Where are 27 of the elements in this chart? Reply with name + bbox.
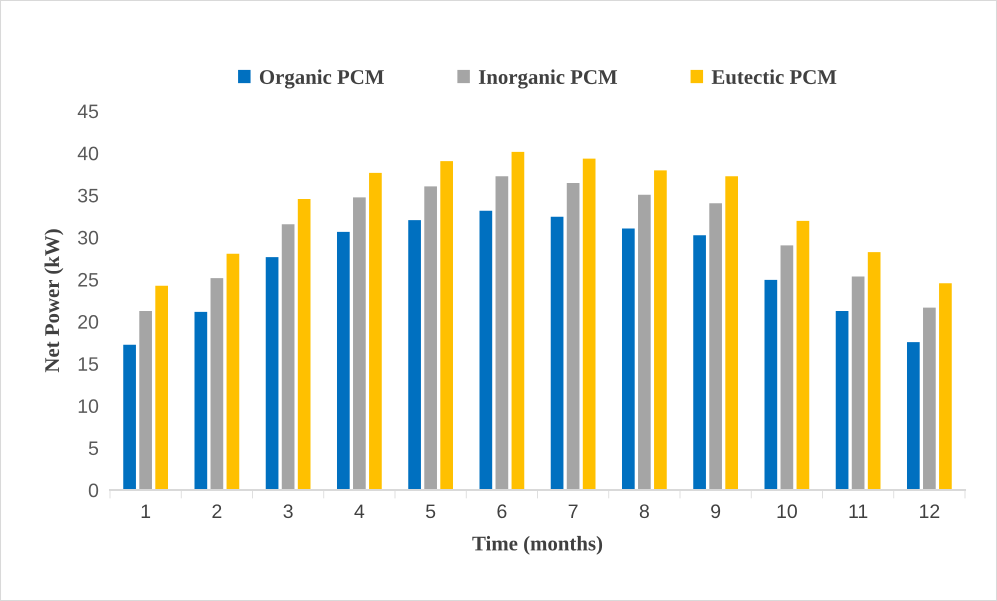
- x-tick-label: 3: [283, 504, 293, 518]
- x-tick-label: 1: [142, 504, 150, 518]
- x-tick-label: 6: [497, 504, 506, 518]
- y-tick-label: 45: [78, 104, 98, 118]
- y-tick-label: 20: [78, 315, 98, 329]
- y-tick-label: 25: [78, 272, 98, 287]
- legend-label: Organic PCM: [260, 69, 384, 88]
- x-tick-label: 12: [920, 504, 940, 518]
- x-axis-title: Time (months): [472, 536, 602, 555]
- x-tick-label: 2: [212, 504, 222, 518]
- legend-label: Inorganic PCM: [478, 69, 618, 88]
- y-tick-label: 30: [78, 230, 98, 245]
- y-tick-label: 10: [78, 399, 98, 414]
- x-tick-label: 4: [354, 504, 364, 518]
- x-tick-label: 5: [426, 504, 436, 518]
- y-tick-label: 15: [78, 357, 98, 371]
- x-tick-label: 9: [711, 504, 720, 518]
- x-tick-label: 10: [778, 504, 797, 518]
- y-tick-label: 40: [78, 146, 98, 160]
- y-tick-label: 35: [78, 188, 98, 202]
- y-tick-label: 0: [88, 483, 98, 498]
- x-tick-label: 8: [640, 504, 649, 518]
- legend-label: Eutectic PCM: [712, 69, 836, 84]
- y-tick-label: 5: [88, 442, 98, 456]
- x-tick-label: 7: [568, 504, 578, 518]
- x-tick-label: 11: [850, 504, 868, 518]
- y-axis-title: Net Power (kW): [44, 229, 64, 372]
